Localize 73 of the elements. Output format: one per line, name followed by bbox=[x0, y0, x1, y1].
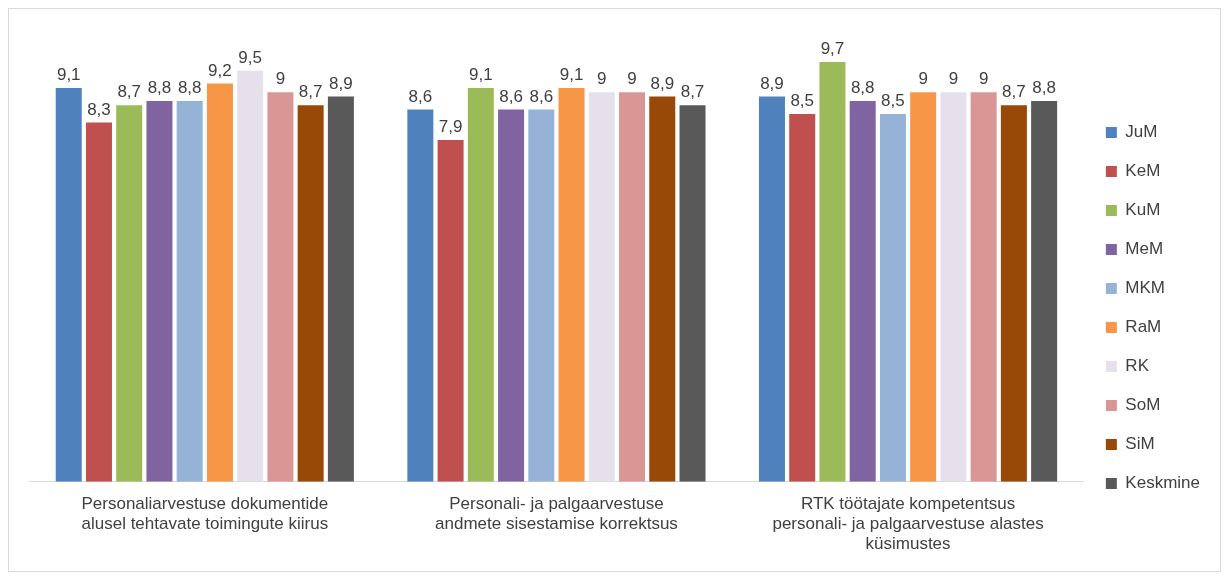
data-label: 9,7 bbox=[820, 39, 845, 59]
legend-label: JuM bbox=[1125, 122, 1158, 142]
data-label: 9,1 bbox=[559, 65, 584, 85]
bar bbox=[327, 96, 354, 482]
bar bbox=[467, 87, 494, 482]
data-label: 9 bbox=[275, 69, 286, 89]
bar bbox=[789, 113, 816, 482]
bar bbox=[970, 92, 997, 482]
data-label: 9,5 bbox=[238, 47, 262, 67]
data-label: 8,7 bbox=[298, 82, 323, 102]
data-label: 8,9 bbox=[329, 73, 353, 93]
x-tick-label: Personali- ja palgaarvestuse andmete sisestamise korrektsus bbox=[435, 493, 678, 534]
legend-label: SiM bbox=[1125, 434, 1155, 454]
legend-label: Keskmine bbox=[1125, 473, 1200, 493]
bar bbox=[588, 92, 615, 482]
bar bbox=[498, 109, 525, 482]
data-label: 8,6 bbox=[529, 86, 554, 106]
legend-label: RK bbox=[1125, 356, 1150, 376]
data-label: 8,9 bbox=[650, 73, 675, 93]
bar bbox=[297, 105, 324, 482]
bar bbox=[237, 70, 264, 482]
bar bbox=[176, 100, 203, 482]
data-label: 8,6 bbox=[408, 86, 433, 106]
legend-label: MeM bbox=[1125, 239, 1164, 259]
bar bbox=[619, 92, 646, 482]
bar bbox=[679, 105, 706, 482]
data-label: 9,2 bbox=[208, 60, 232, 80]
bar bbox=[758, 96, 785, 482]
bar bbox=[1031, 100, 1058, 482]
bar bbox=[85, 122, 112, 482]
legend-label: KuM bbox=[1125, 200, 1161, 220]
data-label: 9,1 bbox=[469, 65, 493, 85]
bar bbox=[1000, 105, 1027, 482]
bar bbox=[528, 109, 555, 482]
bar bbox=[146, 100, 173, 482]
data-label: 8,6 bbox=[499, 86, 523, 106]
bar bbox=[116, 105, 143, 482]
x-tick-label: Personaliarvestuse dokumentide alusel tehtavate toimingute kiirus bbox=[81, 493, 329, 534]
data-label: 9 bbox=[627, 69, 637, 89]
data-label: 8,3 bbox=[87, 99, 111, 119]
legend-label: RaM bbox=[1125, 317, 1162, 337]
legend-label: MKM bbox=[1125, 278, 1166, 298]
data-label: 9 bbox=[597, 69, 607, 89]
bar bbox=[558, 87, 585, 482]
data-label: 8,5 bbox=[790, 91, 815, 111]
bar bbox=[407, 109, 434, 482]
bar bbox=[55, 87, 82, 482]
bar bbox=[940, 92, 967, 482]
legend-label: SoM bbox=[1125, 395, 1161, 415]
data-label: 8,9 bbox=[760, 73, 784, 93]
x-tick-label: RTK töötajate kompetentsus personali- ja palgaarvestuse alastes küsimustes bbox=[772, 493, 1044, 554]
bar bbox=[437, 139, 464, 482]
bar bbox=[206, 83, 233, 482]
data-label: 8,8 bbox=[177, 78, 202, 98]
data-label: 8,7 bbox=[1002, 82, 1026, 102]
data-label: 7,9 bbox=[438, 117, 463, 137]
data-label: 9 bbox=[918, 69, 928, 89]
data-label: 8,8 bbox=[1032, 78, 1056, 98]
data-label: 8,8 bbox=[147, 78, 172, 98]
data-label: 9,1 bbox=[56, 65, 81, 85]
bar bbox=[267, 92, 294, 482]
data-label: 9 bbox=[978, 69, 989, 89]
data-label: 8,5 bbox=[881, 91, 905, 111]
bar bbox=[849, 100, 876, 482]
data-label: 8,8 bbox=[850, 78, 875, 98]
legend-label: KeM bbox=[1125, 161, 1161, 181]
bar bbox=[910, 92, 937, 482]
data-label: 8,7 bbox=[117, 82, 142, 102]
bar bbox=[819, 61, 846, 482]
bar bbox=[879, 113, 906, 482]
data-label: 9 bbox=[948, 69, 959, 89]
data-label: 8,7 bbox=[680, 82, 705, 102]
bar bbox=[649, 96, 676, 482]
